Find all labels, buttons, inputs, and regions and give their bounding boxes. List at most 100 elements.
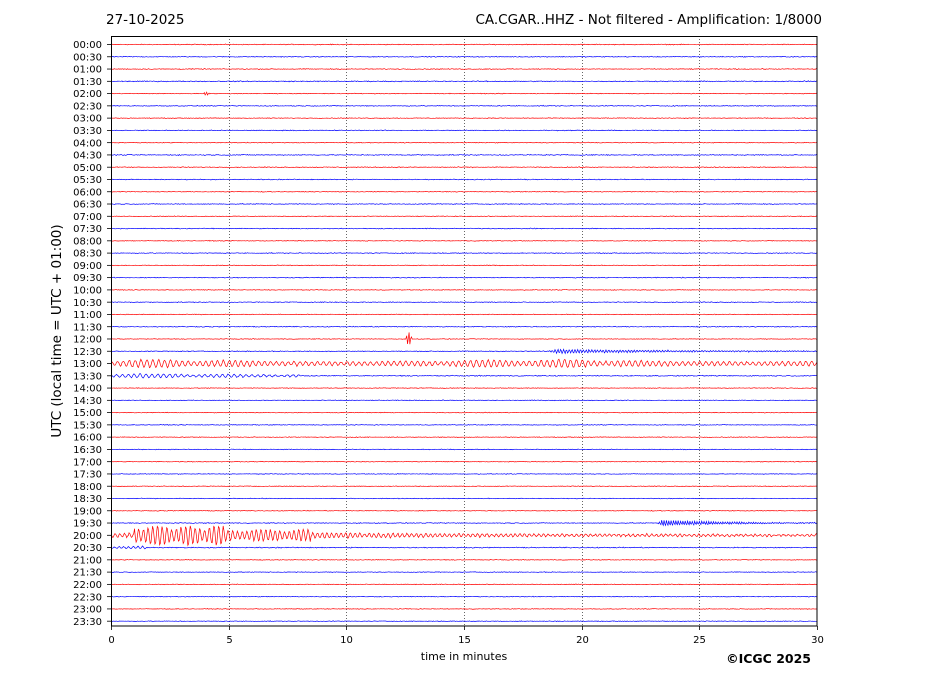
y-tick-label: 14:30 — [73, 396, 102, 407]
y-tick-label: 09:00 — [73, 261, 102, 272]
trace-0830 — [111, 252, 817, 255]
trace-1730 — [111, 473, 817, 475]
y-tick-label: 06:30 — [73, 200, 102, 211]
trace-0400 — [111, 141, 817, 144]
trace-0930 — [111, 276, 817, 279]
trace-0230 — [111, 104, 817, 107]
x-tick-label: 30 — [811, 635, 824, 646]
y-tick-label: 13:30 — [73, 371, 102, 382]
trace-0300 — [111, 117, 817, 119]
trace-1230 — [111, 348, 817, 355]
y-tick-label: 22:30 — [73, 592, 102, 603]
trace-1530 — [111, 423, 817, 426]
trace-1500 — [111, 411, 817, 414]
y-tick-label: 13:00 — [73, 359, 102, 370]
y-tick-label: 23:00 — [73, 605, 102, 616]
y-tick-label: 10:30 — [73, 298, 102, 309]
trace-1700 — [111, 460, 817, 463]
trace-0430 — [111, 153, 817, 157]
y-tick-label: 02:00 — [73, 89, 102, 100]
y-tick-label: 19:30 — [73, 519, 102, 530]
y-tick-label: 11:30 — [73, 322, 102, 333]
y-tick-label: 00:00 — [73, 40, 102, 51]
grid-lines — [229, 36, 700, 626]
x-tick-label: 0 — [108, 635, 114, 646]
y-tick-label: 23:30 — [73, 617, 102, 628]
trace-0900 — [111, 264, 817, 267]
y-tick-label: 12:30 — [73, 347, 102, 358]
trace-0730 — [111, 227, 817, 230]
date-label: 27-10-2025 — [106, 12, 185, 28]
y-tick-label: 07:00 — [73, 212, 102, 223]
trace-1600 — [111, 436, 817, 438]
x-tick-label: 15 — [458, 635, 471, 646]
trace-1000 — [111, 289, 817, 291]
y-tick-label: 05:30 — [73, 175, 102, 186]
trace-0000 — [111, 43, 817, 46]
y-tick-label: 11:00 — [73, 310, 102, 321]
y-tick-label: 12:00 — [73, 335, 102, 346]
trace-2130 — [111, 571, 817, 573]
trace-0630 — [111, 203, 817, 205]
y-tick-label: 16:00 — [73, 433, 102, 444]
x-axis-label: time in minutes — [421, 650, 508, 663]
trace-group — [111, 43, 817, 623]
trace-2200 — [111, 583, 817, 586]
trace-2330 — [111, 620, 817, 623]
trace-2230 — [111, 595, 817, 598]
y-tick-label: 16:30 — [73, 445, 102, 456]
copyright-label: ©ICGC 2025 — [726, 651, 811, 666]
y-tick-label: 21:30 — [73, 568, 102, 579]
trace-1930 — [111, 519, 817, 527]
x-tick-label: 25 — [693, 635, 706, 646]
trace-0530 — [111, 178, 817, 181]
y-tick-label: 09:30 — [73, 273, 102, 284]
y-tick-label: 00:30 — [73, 52, 102, 63]
trace-0330 — [111, 129, 817, 132]
y-tick-label: 22:00 — [73, 580, 102, 591]
x-tick-label: 5 — [226, 635, 232, 646]
y-tick-label: 03:00 — [73, 114, 102, 125]
y-tick-label: 20:00 — [73, 531, 102, 542]
trace-2000 — [111, 525, 817, 547]
trace-1100 — [111, 313, 817, 316]
trace-1300 — [111, 358, 817, 369]
y-tick-label: 08:30 — [73, 249, 102, 260]
y-tick-label: 19:00 — [73, 506, 102, 517]
x-tick-label: 20 — [576, 635, 589, 646]
trace-1800 — [111, 485, 817, 488]
trace-1400 — [111, 387, 817, 389]
y-tick-label: 06:00 — [73, 187, 102, 198]
y-tick-label: 02:30 — [73, 101, 102, 112]
y-tick-label: 21:00 — [73, 555, 102, 566]
trace-1200 — [111, 332, 817, 345]
x-axis: 0 5 10 15 20 25 30 — [108, 626, 824, 646]
y-tick-label: 15:30 — [73, 420, 102, 431]
y-tick-label: 04:00 — [73, 138, 102, 149]
y-tick-label: 01:30 — [73, 77, 102, 88]
y-tick-label: 03:30 — [73, 126, 102, 137]
x-tick-label: 10 — [340, 635, 353, 646]
trace-1330 — [111, 372, 817, 379]
trace-0500 — [111, 166, 817, 169]
y-tick-label: 07:30 — [73, 224, 102, 235]
y-tick-label: 18:30 — [73, 494, 102, 505]
trace-0600 — [111, 190, 817, 193]
trace-0030 — [111, 55, 817, 58]
trace-1900 — [111, 509, 817, 512]
y-tick-label: 04:30 — [73, 151, 102, 162]
trace-0800 — [111, 239, 817, 242]
trace-2030 — [111, 545, 817, 550]
trace-0700 — [111, 215, 817, 218]
trace-0100 — [111, 68, 817, 70]
trace-1830 — [111, 497, 817, 500]
trace-2100 — [111, 558, 817, 561]
trace-2300 — [111, 608, 817, 610]
trace-0130 — [111, 80, 817, 83]
trace-1630 — [111, 448, 817, 451]
y-tick-label: 15:00 — [73, 408, 102, 419]
y-tick-label: 01:00 — [73, 65, 102, 76]
trace-0200 — [111, 91, 817, 96]
